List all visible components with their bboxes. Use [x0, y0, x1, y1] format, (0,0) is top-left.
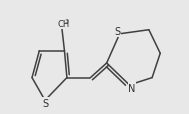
Text: CH: CH: [58, 20, 70, 29]
Text: 3: 3: [64, 19, 68, 24]
Text: S: S: [42, 98, 48, 108]
Text: S: S: [114, 27, 120, 37]
Text: N: N: [128, 83, 136, 93]
